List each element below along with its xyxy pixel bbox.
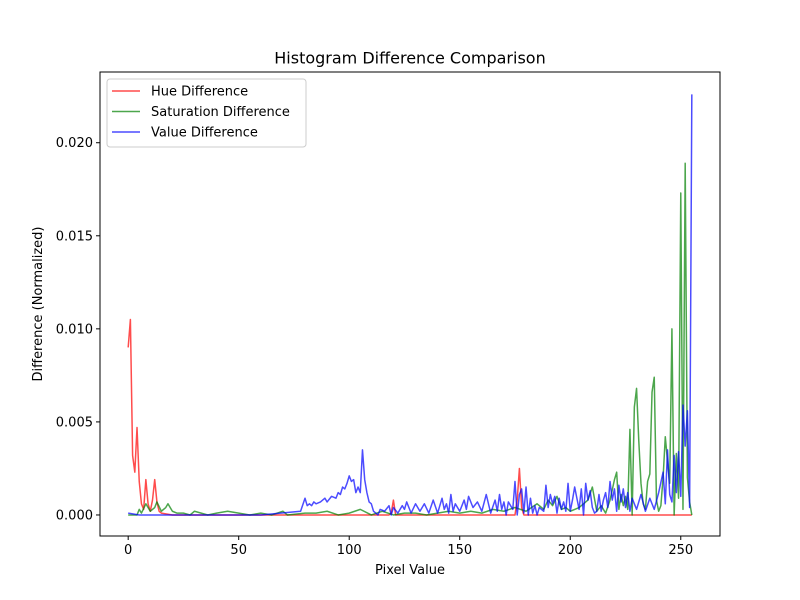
legend: Hue Difference Saturation Difference Value… xyxy=(106,78,307,148)
legend-label-1: Saturation Difference xyxy=(151,105,290,120)
y-tick-label: 0.010 xyxy=(56,322,93,337)
x-tick-label: 100 xyxy=(337,543,362,558)
legend-box xyxy=(106,78,307,148)
x-tick-label: 200 xyxy=(558,543,583,558)
chart-title: Histogram Difference Comparison xyxy=(274,49,545,68)
y-tick-label: 0.000 xyxy=(56,508,93,523)
axes-frame xyxy=(99,71,721,537)
y-tick-label: 0.015 xyxy=(56,229,93,244)
legend-label-2: Value Difference xyxy=(151,126,258,141)
plot-area xyxy=(127,94,693,516)
x-tick-label: 250 xyxy=(668,543,693,558)
legend-label-0: Hue Difference xyxy=(151,85,248,100)
y-tick-label: 0.005 xyxy=(56,415,93,430)
y-tick-label: 0.020 xyxy=(56,136,93,151)
x-axis: 0 50 100 150 200 250 xyxy=(124,536,693,558)
x-tick-label: 150 xyxy=(447,543,472,558)
x-axis-label: Pixel Value xyxy=(375,563,445,578)
series-line-1 xyxy=(128,162,693,516)
x-tick-label: 50 xyxy=(230,543,247,558)
y-axis: 0.000 0.005 0.010 0.015 0.020 xyxy=(56,136,100,523)
y-axis-label: Difference (Normalized) xyxy=(31,226,46,381)
series-line-2 xyxy=(128,94,693,516)
x-tick-label: 0 xyxy=(124,543,132,558)
